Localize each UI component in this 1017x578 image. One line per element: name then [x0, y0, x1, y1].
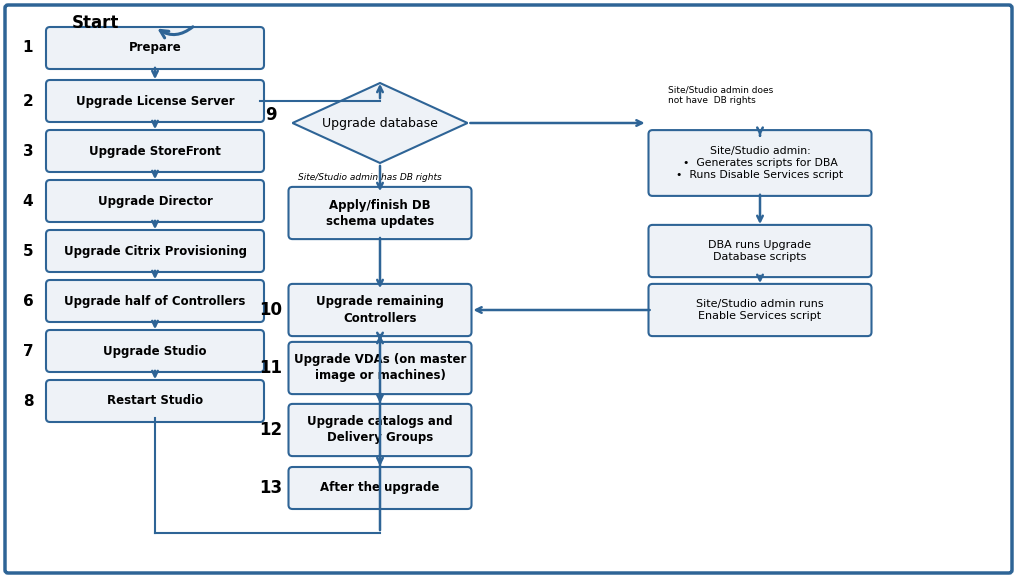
- Text: 6: 6: [22, 294, 34, 309]
- Text: 12: 12: [259, 421, 282, 439]
- Text: After the upgrade: After the upgrade: [320, 481, 439, 495]
- FancyBboxPatch shape: [46, 180, 264, 222]
- Polygon shape: [293, 83, 468, 163]
- Text: Upgrade Director: Upgrade Director: [98, 195, 213, 208]
- Text: Upgrade StoreFront: Upgrade StoreFront: [89, 144, 221, 157]
- FancyBboxPatch shape: [46, 130, 264, 172]
- Text: Upgrade Citrix Provisioning: Upgrade Citrix Provisioning: [63, 244, 246, 258]
- FancyBboxPatch shape: [649, 225, 872, 277]
- Text: 9: 9: [264, 106, 277, 124]
- Text: Upgrade database: Upgrade database: [322, 117, 438, 129]
- FancyBboxPatch shape: [649, 130, 872, 196]
- Text: Site/Studio admin:
•  Generates scripts for DBA
•  Runs Disable Services script: Site/Studio admin: • Generates scripts f…: [676, 146, 843, 180]
- Text: Upgrade VDAs (on master
image or machines): Upgrade VDAs (on master image or machine…: [294, 354, 466, 383]
- FancyBboxPatch shape: [289, 467, 472, 509]
- Text: Start: Start: [72, 14, 119, 32]
- FancyBboxPatch shape: [46, 80, 264, 122]
- FancyBboxPatch shape: [46, 280, 264, 322]
- Text: Site/Studio admin runs
Enable Services script: Site/Studio admin runs Enable Services s…: [697, 299, 824, 321]
- FancyBboxPatch shape: [289, 284, 472, 336]
- Text: Apply/finish DB
schema updates: Apply/finish DB schema updates: [325, 198, 434, 228]
- Text: 11: 11: [259, 359, 282, 377]
- Text: Upgrade remaining
Controllers: Upgrade remaining Controllers: [316, 295, 444, 324]
- Text: 4: 4: [22, 194, 34, 209]
- Text: 3: 3: [22, 143, 34, 158]
- Text: 7: 7: [22, 343, 34, 358]
- FancyBboxPatch shape: [5, 5, 1012, 573]
- FancyBboxPatch shape: [46, 230, 264, 272]
- FancyBboxPatch shape: [289, 404, 472, 456]
- Text: 13: 13: [259, 479, 282, 497]
- FancyBboxPatch shape: [46, 27, 264, 69]
- FancyBboxPatch shape: [289, 342, 472, 394]
- Text: 2: 2: [22, 94, 34, 109]
- Text: Upgrade catalogs and
Delivery Groups: Upgrade catalogs and Delivery Groups: [307, 416, 453, 444]
- FancyBboxPatch shape: [46, 330, 264, 372]
- FancyBboxPatch shape: [46, 380, 264, 422]
- Text: 5: 5: [22, 243, 34, 258]
- Text: Upgrade Studio: Upgrade Studio: [104, 344, 206, 358]
- Text: Upgrade License Server: Upgrade License Server: [75, 94, 234, 108]
- Text: Restart Studio: Restart Studio: [107, 395, 203, 407]
- Text: DBA runs Upgrade
Database scripts: DBA runs Upgrade Database scripts: [709, 240, 812, 262]
- FancyBboxPatch shape: [649, 284, 872, 336]
- Text: 10: 10: [259, 301, 282, 319]
- Text: 1: 1: [22, 40, 34, 55]
- Text: 8: 8: [22, 394, 34, 409]
- Text: Upgrade half of Controllers: Upgrade half of Controllers: [64, 295, 246, 307]
- FancyBboxPatch shape: [289, 187, 472, 239]
- Text: Site/Studio admin has DB rights: Site/Studio admin has DB rights: [298, 173, 441, 183]
- Text: Site/Studio admin does
not have  DB rights: Site/Studio admin does not have DB right…: [667, 86, 773, 105]
- Text: Prepare: Prepare: [128, 42, 181, 54]
